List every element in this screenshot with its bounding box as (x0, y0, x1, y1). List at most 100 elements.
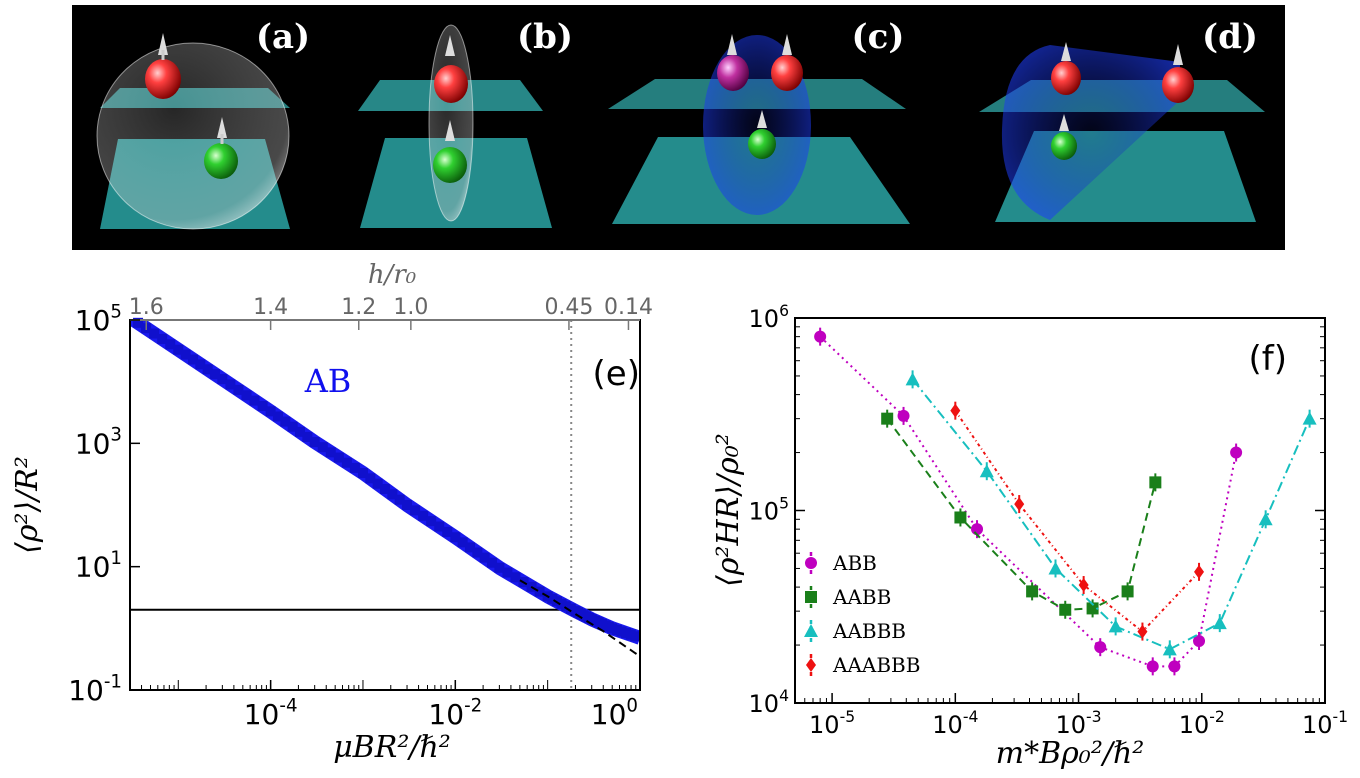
panel-label-d: (d) (1202, 17, 1258, 57)
chart-e-point (249, 395, 260, 406)
chart-e-point (173, 344, 184, 355)
chart-e-point (418, 510, 429, 521)
chart-e-point (357, 468, 368, 479)
chart-e-asymptote-line (519, 579, 640, 658)
chart-e-point (280, 416, 291, 427)
chart-f-panel-label: (f) (1249, 339, 1288, 379)
chart-f-point-aabb (1059, 603, 1072, 616)
legend-label-abb: ABB (832, 551, 877, 575)
panel-label-b: (b) (517, 17, 573, 57)
chart-e: 10-4 10-2 100 10-1 101 103 105 1.6 1.4 1.2 1.0 0.… (10, 260, 653, 765)
chart-f-point-aaabbb (1194, 564, 1205, 579)
chart-e-point (402, 500, 413, 510)
chart-e-point (333, 452, 344, 463)
panel-b-illustration (358, 24, 552, 228)
chart-e-point (325, 447, 336, 458)
chart-f-point-aabbb (1048, 561, 1063, 575)
chart-e-top-tick-label: 1.4 (253, 295, 288, 320)
chart-f-point-aabbb (1258, 512, 1273, 526)
chart-e-x-ticks: 10-4 10-2 100 (141, 680, 641, 731)
chart-f-point-aaabbb (950, 403, 961, 418)
chart-e-point (157, 333, 168, 344)
chart-e-point (309, 437, 320, 448)
legend-marker-aabb (805, 591, 817, 603)
chart-e-point (630, 631, 641, 642)
chart-e-series-label: AB (304, 362, 352, 400)
chart-f-series-aabb-line (886, 418, 1157, 611)
chart-f-point-aabbb (905, 372, 920, 386)
chart-f-plot-area (794, 317, 1326, 704)
chart-e-point (195, 359, 206, 370)
chart-e-point (502, 567, 513, 578)
chart-e-point (365, 473, 376, 484)
chart-e-point (341, 457, 352, 468)
legend-label-aabbb: AABBB (832, 619, 906, 643)
panel-d-illustration (979, 42, 1265, 222)
chart-f-y-tick-label: 106 (749, 302, 789, 333)
chart-e-point (287, 421, 298, 432)
legend-item-aaabbb: AAABBB (806, 653, 920, 677)
illustration-strip: (a) (b) (c) (d) (72, 5, 1285, 250)
chart-f-point-abb (814, 330, 827, 343)
panel-a-illustration (96, 33, 290, 230)
panel-c-illustration (608, 34, 910, 224)
chart-e-point (442, 526, 453, 537)
chart-e-panel-label: (e) (593, 354, 640, 394)
chart-e-point (265, 406, 276, 417)
chart-f-point-aabbb (1302, 411, 1317, 425)
chart-f-series-aaabbb (950, 401, 1205, 641)
legend-label-aaabbb: AAABBB (832, 653, 920, 677)
chart-f-point-aaabbb (1078, 578, 1089, 593)
chart-e-point (479, 552, 490, 563)
chart-e-y-tick-label: 101 (75, 548, 122, 584)
chart-e-point (394, 494, 405, 505)
legend-marker-aabbb (804, 624, 818, 637)
chart-e-y-tick-label: 105 (75, 301, 122, 337)
chart-f-x-tick-label: 10-4 (932, 708, 978, 739)
chart-e-x-tick-label: 10-2 (428, 695, 482, 731)
chart-e-point (457, 537, 468, 548)
chart-e-point (534, 586, 545, 597)
chart-f-point-abb (1230, 446, 1243, 459)
chart-f-series-aabbb-line (911, 378, 1311, 651)
chart-f-series-aabbb (905, 370, 1317, 659)
chart-e-point (317, 442, 328, 453)
chart-e-point (465, 542, 475, 553)
chart-f-legend: ABB AABB AABBB AAABBB (804, 551, 920, 677)
chart-e-point (241, 390, 252, 401)
chart-f-series-abb-line (819, 335, 1238, 668)
chart-f-point-aaabbb (1014, 497, 1025, 512)
chart-f-x-tick-label: 10-2 (1179, 708, 1225, 739)
chart-f-point-abb (897, 409, 910, 422)
chart-f-x-ticks: 10-5 10-4 10-3 10-2 10-1 (804, 693, 1348, 739)
chart-f-x-tick-label: 10-5 (809, 708, 855, 739)
chart-f-y-axis-label: ⟨ρ²HR⟩/ρ₀² (711, 433, 746, 587)
chart-e-point (510, 572, 521, 583)
chart-e-top-ticks: 1.6 1.4 1.2 1.0 0.45 0.14 (129, 295, 653, 330)
chart-f-x-tick-label: 10-3 (1055, 708, 1101, 739)
chart-f-point-aabb (1121, 585, 1134, 598)
chart-e-x-axis-label: μBR²/ℏ² (333, 730, 451, 765)
chart-f-series-abb (814, 327, 1243, 676)
chart-e-point (217, 374, 228, 385)
chart-e-y-axis-label: ⟨ρ²⟩/R² (10, 456, 45, 554)
chart-e-point (225, 379, 236, 390)
chart-f-y-ticks: 104 105 106 (749, 302, 1325, 718)
chart-e-point (302, 431, 313, 442)
chart-f-series-aaabbb-line (954, 410, 1200, 633)
chart-f-point-aaabbb (1137, 624, 1148, 639)
chart-e-top-tick-label: 1.2 (341, 295, 376, 320)
legend-item-aabbb: AABBB (804, 619, 906, 643)
chart-f-point-abb (1146, 660, 1159, 673)
chart-f-y-tick-label: 104 (749, 687, 790, 718)
chart-f-x-tick-label: 10-1 (1302, 708, 1348, 739)
chart-f-x-axis-label: m*Bρ₀²/ℏ² (996, 736, 1145, 771)
chart-e-point (133, 317, 144, 328)
legend-marker-abb (805, 557, 817, 569)
chart-e-point (410, 505, 421, 516)
chart-f-point-abb (1094, 641, 1107, 654)
chart-e-y-tick-label: 10-1 (68, 671, 122, 707)
chart-f-series-aabb (881, 409, 1162, 619)
chart-f-point-abb (971, 523, 984, 536)
